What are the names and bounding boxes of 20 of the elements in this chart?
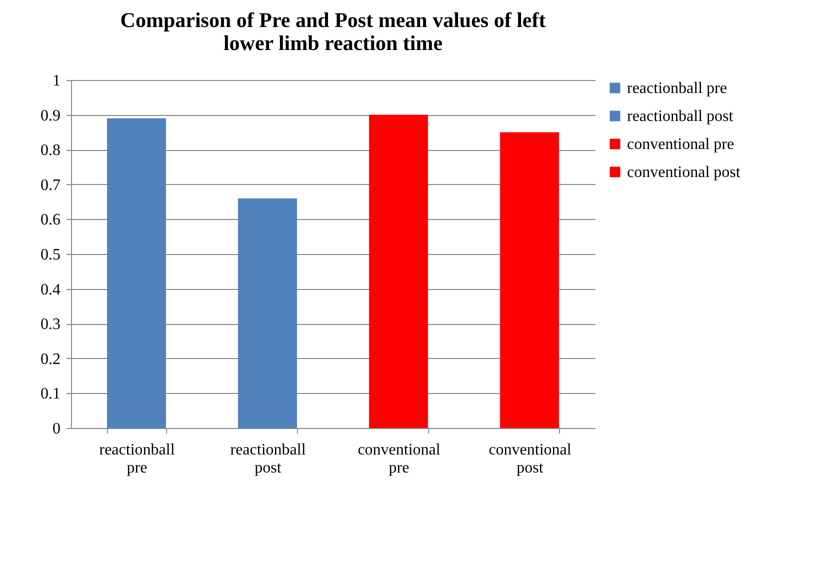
y-tick-label: 0.5 xyxy=(40,246,60,264)
legend-label: conventional pre xyxy=(627,136,734,153)
y-tick-label: 1 xyxy=(52,72,60,90)
x-tick-label: conventional pre xyxy=(358,442,441,476)
legend-label: reactionball post xyxy=(627,108,734,125)
y-tick-label: 0.4 xyxy=(40,281,60,298)
chart-title: Comparison of Pre and Post mean values of left lower limb reaction time xyxy=(120,8,546,55)
y-tick-label: 0.2 xyxy=(40,350,60,368)
y-tick-label: 0.8 xyxy=(40,142,60,160)
x-tick-label: reactionball pre xyxy=(99,442,176,476)
y-tick-label: 0.1 xyxy=(40,386,60,403)
x-tick-label: reactionball post xyxy=(230,442,306,476)
y-tick-label: 0.6 xyxy=(40,212,60,229)
y-tick-label: 0 xyxy=(52,420,60,438)
x-tick-label: conventional post xyxy=(488,442,572,476)
y-tick-label: 0.7 xyxy=(40,176,60,194)
y-tick-label: 0.3 xyxy=(40,316,60,334)
legend-label: reactionball pre xyxy=(627,80,727,97)
y-tick-label: 0.9 xyxy=(40,107,60,124)
legend-label: conventional post xyxy=(627,164,741,181)
